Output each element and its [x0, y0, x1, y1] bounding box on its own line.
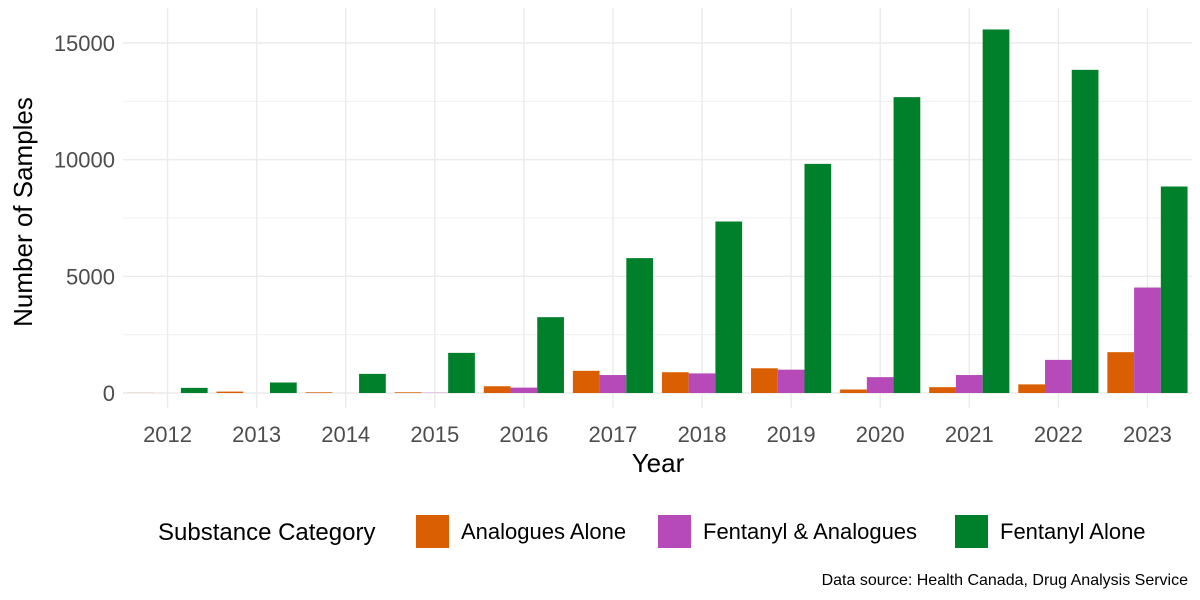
y-tick-label: 15000 [54, 31, 115, 56]
x-tick-label: 2014 [321, 422, 370, 447]
x-tick-label: 2017 [588, 422, 637, 447]
legend-items: Analogues Alone Fentanyl & Analogues Fenta… [416, 515, 1146, 548]
bar-fentanyl-analogues-2019 [777, 369, 805, 393]
x-tick-label: 2012 [143, 422, 192, 447]
y-tick-label: 5000 [66, 264, 115, 289]
x-tick-label: 2015 [410, 422, 459, 447]
bar-analogues-alone-2019 [751, 368, 778, 393]
bar-fentanyl-analogues-2016 [510, 387, 538, 393]
bar-fentanyl-alone-2021 [982, 29, 1010, 393]
bar-layer [127, 29, 1188, 393]
bar-fentanyl-analogues-2017 [599, 375, 627, 393]
legend-key-fentanyl-alone [955, 515, 988, 548]
legend-label-fentanyl-alone: Fentanyl Alone [1000, 519, 1146, 544]
data-source-caption: Data source: Health Canada, Drug Analysi… [822, 572, 1189, 589]
bar-fentanyl-alone-2014 [359, 373, 386, 393]
bar-fentanyl-analogues-2021 [955, 375, 983, 393]
bar-analogues-alone-2020 [840, 389, 867, 393]
bar-analogues-alone-2017 [572, 370, 600, 393]
legend-key-analogues-alone [416, 515, 449, 548]
y-tick-label: 0 [103, 381, 115, 406]
x-tick-label: 2019 [767, 422, 816, 447]
bar-fentanyl-alone-2016 [537, 317, 564, 393]
y-tick-label: 10000 [54, 148, 115, 173]
bar-analogues-alone-2023 [1107, 352, 1135, 393]
bar-fentanyl-analogues-2018 [688, 373, 716, 393]
bar-fentanyl-alone-2022 [1071, 69, 1099, 393]
bar-fentanyl-alone-2013 [269, 382, 297, 393]
x-tick-labels: 2012 2013 2014 2015 2016 2017 2018 2019 2020 2021… [143, 422, 1172, 447]
bar-analogues-alone-2015 [394, 392, 422, 393]
x-tick-label: 2020 [856, 422, 905, 447]
x-tick-label: 2018 [678, 422, 727, 447]
x-tick-label: 2013 [232, 422, 281, 447]
legend-label-analogues-alone: Analogues Alone [461, 519, 626, 544]
bar-fentanyl-analogues-2023 [1134, 287, 1161, 393]
bar-fentanyl-alone-2015 [448, 352, 475, 393]
y-axis-title: Number of Samples [8, 97, 38, 327]
x-axis-title: Year [632, 448, 685, 478]
bar-fentanyl-alone-2020 [893, 97, 921, 393]
legend: Substance Category Analogues Alone Fentan… [158, 515, 1146, 548]
bar-fentanyl-alone-2017 [626, 258, 654, 393]
x-tick-label: 2023 [1123, 422, 1172, 447]
bar-analogues-alone-2022 [1018, 384, 1046, 393]
bar-fentanyl-alone-2012 [180, 387, 208, 393]
legend-title: Substance Category [158, 519, 375, 546]
y-tick-labels: 0 5000 10000 15000 [54, 31, 115, 406]
bar-fentanyl-alone-2023 [1160, 186, 1188, 393]
bar-fentanyl-analogues-2022 [1045, 359, 1072, 393]
bar-analogues-alone-2014 [305, 392, 333, 393]
legend-key-fentanyl-analogues [658, 515, 691, 548]
bar-fentanyl-analogues-2020 [866, 377, 894, 393]
x-tick-label: 2022 [1034, 422, 1083, 447]
bar-fentanyl-alone-2019 [804, 163, 832, 393]
bar-analogues-alone-2018 [661, 372, 689, 393]
bar-analogues-alone-2013 [216, 391, 244, 393]
bar-analogues-alone-2021 [929, 387, 956, 393]
x-tick-label: 2021 [945, 422, 994, 447]
bar-analogues-alone-2016 [483, 386, 511, 393]
x-tick-label: 2016 [499, 422, 548, 447]
bar-fentanyl-alone-2018 [715, 221, 743, 393]
legend-label-fentanyl-analogues: Fentanyl & Analogues [703, 519, 917, 544]
grid-layer [123, 8, 1192, 408]
